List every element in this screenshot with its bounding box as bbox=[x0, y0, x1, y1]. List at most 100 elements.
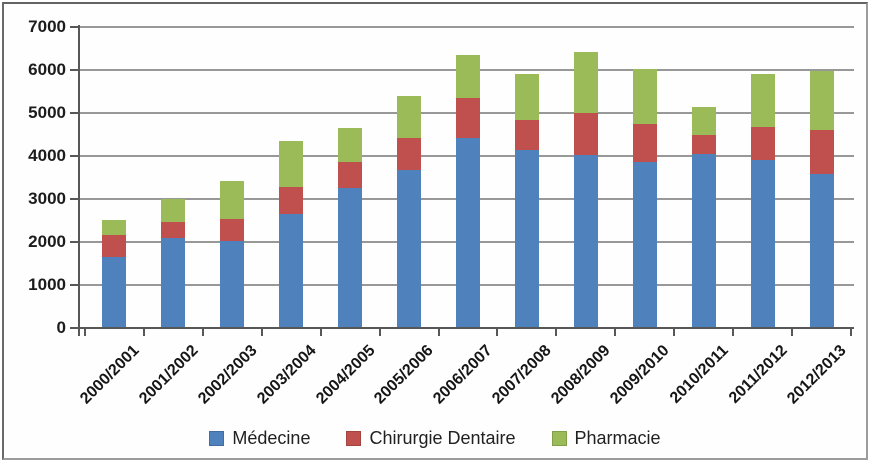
bar-segment-m-decine bbox=[456, 137, 480, 328]
x-tick-label: 2000/2001 bbox=[76, 342, 143, 408]
axes-layer bbox=[4, 4, 866, 458]
x-tick bbox=[319, 328, 322, 336]
x-tick-label: 2011/2012 bbox=[725, 342, 791, 407]
bar-segment-pharmacie bbox=[809, 70, 834, 131]
x-tick-label: 2001/2002 bbox=[135, 342, 202, 408]
bar-segment-m-decine bbox=[750, 160, 775, 328]
x-tick bbox=[791, 328, 794, 336]
bar-segment-chirurgie-dentaire bbox=[338, 162, 363, 189]
y-tick bbox=[70, 69, 79, 71]
legend-item: Médecine bbox=[209, 428, 310, 449]
legend-swatch-icon bbox=[209, 431, 225, 446]
y-tick bbox=[70, 155, 79, 157]
bar-segment-pharmacie bbox=[691, 106, 716, 136]
y-tick-label: 3000 bbox=[28, 189, 66, 208]
bar-segment-m-decine bbox=[279, 214, 304, 328]
x-tick-label: 2002/2003 bbox=[194, 342, 261, 408]
bar-segment-m-decine bbox=[514, 149, 539, 328]
bar-segment-chirurgie-dentaire bbox=[397, 137, 422, 171]
bar-segment-m-decine bbox=[573, 154, 598, 328]
x-tick bbox=[555, 328, 558, 336]
bar-segment-m-decine bbox=[220, 240, 245, 328]
y-tick-label: 2000 bbox=[28, 232, 66, 251]
y-tick-label: 4000 bbox=[28, 146, 66, 165]
y-tick bbox=[70, 112, 79, 114]
y-tick-label: 7000 bbox=[28, 17, 66, 36]
bar-segment-chirurgie-dentaire bbox=[279, 186, 304, 215]
bar-segment-m-decine bbox=[102, 257, 127, 328]
bar-segment-chirurgie-dentaire bbox=[632, 124, 657, 162]
bar-segment-m-decine bbox=[632, 162, 657, 328]
legend-swatch-icon bbox=[346, 431, 362, 446]
y-tick-label: 0 bbox=[56, 318, 66, 337]
bar-segment-pharmacie bbox=[102, 219, 127, 235]
x-tick-label: 2006/2007 bbox=[430, 342, 497, 408]
bar-segment-chirurgie-dentaire bbox=[161, 221, 186, 239]
x-tick-label: 2009/2010 bbox=[607, 342, 673, 408]
bar-segment-pharmacie bbox=[632, 68, 657, 125]
bar-segment-chirurgie-dentaire bbox=[750, 126, 775, 161]
bar-segment-m-decine bbox=[161, 238, 186, 328]
legend-label: Médecine bbox=[232, 428, 311, 448]
bar-segment-pharmacie bbox=[397, 96, 422, 138]
legend-swatch-icon bbox=[551, 431, 567, 446]
x-tick bbox=[850, 328, 852, 336]
x-tick bbox=[673, 328, 676, 336]
legend-item: Pharmacie bbox=[551, 428, 661, 449]
legend: Médecine Chirurgie Dentaire Pharmacie bbox=[4, 428, 866, 449]
x-tick bbox=[496, 328, 499, 336]
bar-segment-chirurgie-dentaire bbox=[102, 234, 127, 258]
bar-segment-chirurgie-dentaire bbox=[456, 97, 480, 138]
legend-item: Chirurgie Dentaire bbox=[346, 428, 516, 449]
bar-segment-m-decine bbox=[338, 188, 363, 328]
bar-segment-chirurgie-dentaire bbox=[691, 135, 716, 154]
y-tick bbox=[70, 26, 79, 28]
x-tick bbox=[201, 328, 204, 336]
bar-segment-pharmacie bbox=[573, 51, 598, 113]
bar-segment-pharmacie bbox=[750, 74, 775, 127]
x-tick bbox=[142, 328, 145, 336]
y-tick bbox=[70, 284, 79, 286]
bar-segment-m-decine bbox=[691, 153, 716, 328]
y-tick-label: 5000 bbox=[28, 103, 66, 122]
y-axis-line bbox=[78, 25, 80, 336]
y-tick bbox=[70, 327, 79, 329]
x-tick-label: 2008/2009 bbox=[548, 342, 614, 408]
x-tick bbox=[84, 328, 86, 336]
x-tick-label: 2003/2004 bbox=[253, 342, 320, 408]
bar-segment-m-decine bbox=[397, 170, 422, 328]
bar-segment-chirurgie-dentaire bbox=[573, 113, 598, 155]
axis-labels-layer: 0 1000 2000 3000 4000 5000 6000 7000 2000/2001 20… bbox=[4, 4, 866, 458]
bar-segment-chirurgie-dentaire bbox=[514, 120, 539, 150]
x-tick bbox=[732, 328, 735, 336]
x-axis-line bbox=[78, 327, 854, 329]
bar-segment-pharmacie bbox=[161, 198, 186, 222]
bar-segment-chirurgie-dentaire bbox=[809, 130, 834, 175]
x-tick bbox=[260, 328, 263, 336]
gridline bbox=[79, 26, 854, 28]
legend-label: Pharmacie bbox=[574, 428, 661, 448]
x-tick-label: 2012/2013 bbox=[784, 342, 850, 408]
y-tick-label: 6000 bbox=[28, 60, 66, 79]
bar-segment-pharmacie bbox=[338, 128, 363, 163]
bar-segment-pharmacie bbox=[279, 141, 304, 187]
y-tick bbox=[70, 241, 79, 243]
bar-segment-pharmacie bbox=[220, 181, 245, 220]
y-tick bbox=[70, 198, 79, 200]
x-tick bbox=[378, 328, 381, 336]
y-tick-label: 1000 bbox=[28, 275, 66, 294]
bar-segment-pharmacie bbox=[456, 54, 480, 98]
bars-layer bbox=[4, 4, 866, 458]
x-tick bbox=[437, 328, 440, 336]
x-tick-label: 2005/2006 bbox=[371, 342, 438, 408]
x-tick bbox=[614, 328, 617, 336]
x-tick-label: 2004/2005 bbox=[312, 342, 379, 408]
x-tick-label: 2010/2011 bbox=[666, 342, 732, 407]
bar-segment-chirurgie-dentaire bbox=[220, 219, 245, 241]
bar-segment-pharmacie bbox=[514, 74, 539, 121]
legend-label: Chirurgie Dentaire bbox=[369, 428, 516, 448]
x-tick-label: 2007/2008 bbox=[489, 342, 555, 408]
bar-segment-m-decine bbox=[809, 174, 834, 328]
